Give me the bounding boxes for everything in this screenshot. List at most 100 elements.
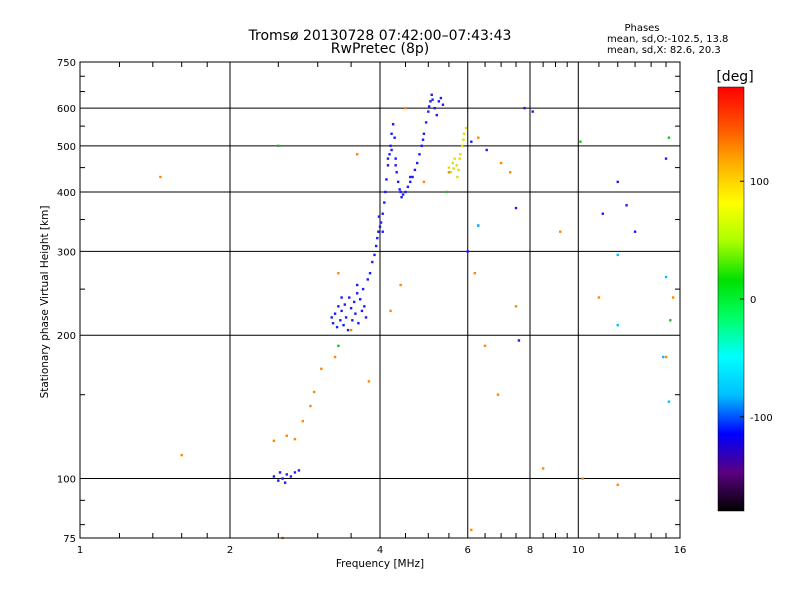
- x-tick-label: 10: [572, 545, 585, 556]
- point-o-mode-trace: [409, 175, 412, 179]
- point-o-mode-trace: [394, 164, 397, 167]
- point-o-mode-trace: [633, 230, 637, 233]
- point-o-mode-trace: [396, 180, 400, 184]
- y-tick-label: 400: [57, 188, 76, 199]
- point-scattered-echoes: [272, 439, 276, 443]
- point-o-mode-trace: [422, 132, 426, 135]
- point-scattered-echoes: [367, 380, 371, 383]
- chart-subtitle: RwPretec (8p): [331, 41, 429, 57]
- point-o-mode-trace: [348, 296, 351, 299]
- point-o-mode-trace: [376, 236, 379, 240]
- point-o-mode-trace: [389, 144, 392, 148]
- colorbar-ticks: -100 0 100: [740, 177, 773, 424]
- point-o-mode-trace: [330, 316, 333, 319]
- point-scattered-echoes: [159, 175, 162, 179]
- point-o-mode-trace: [363, 305, 366, 308]
- point-o-mode-trace: [371, 260, 374, 264]
- point-x-mode-trace: [456, 175, 459, 179]
- point-o-mode-trace: [352, 300, 356, 304]
- point-o-mode-trace: [337, 305, 340, 308]
- point-o-mode-trace: [361, 287, 365, 291]
- point-x-mode-trace: [459, 153, 462, 156]
- plot-frame: [79, 61, 681, 539]
- point-o-mode-trace: [433, 106, 436, 110]
- x-tick-label: 1: [77, 545, 83, 556]
- point-x-mode-trace: [462, 132, 466, 135]
- point-o-mode-trace: [342, 323, 345, 327]
- point-o-mode-trace: [418, 153, 421, 156]
- point-x-mode-trace: [462, 138, 465, 141]
- colorbar-label: [deg]: [716, 69, 753, 85]
- point-x-mode-trace: [451, 161, 455, 165]
- point-o-mode-trace: [278, 471, 282, 474]
- point-o-mode-trace: [441, 103, 445, 106]
- point-scattered-echoes: [483, 344, 487, 348]
- point-cyan-other-echoes: [616, 323, 619, 327]
- point-x-mode-trace: [458, 157, 461, 160]
- x-tick-label: 8: [527, 545, 533, 556]
- point-o-mode-trace: [335, 325, 339, 329]
- point-green-echoes: [277, 144, 280, 148]
- point-o-mode-trace: [399, 190, 402, 194]
- point-scattered-echoes: [399, 283, 402, 287]
- point-o-mode-trace: [398, 188, 401, 191]
- point-x-mode-trace: [464, 126, 468, 130]
- x-axis-ticks: 1 2 4 6 8 10 16: [77, 62, 686, 556]
- point-o-mode-trace: [470, 140, 473, 143]
- colorbar-tick-label: -100: [750, 413, 773, 424]
- point-x-mode-trace: [457, 168, 460, 172]
- point-o-mode-trace: [351, 319, 354, 322]
- grid-lines: [80, 62, 680, 538]
- point-o-mode-trace: [346, 328, 350, 332]
- point-scattered-echoes: [559, 230, 562, 233]
- point-scattered-echoes: [333, 355, 337, 359]
- point-o-mode-trace: [373, 253, 376, 257]
- point-scattered-echoes: [473, 272, 477, 275]
- point-scattered-echoes: [477, 136, 480, 139]
- point-o-mode-trace: [404, 190, 407, 194]
- point-o-mode-trace: [357, 321, 360, 325]
- point-o-mode-trace: [340, 296, 343, 299]
- y-axis-label: Stationary phase Virtual Height [km]: [39, 206, 51, 399]
- point-x-mode-trace: [447, 166, 451, 169]
- point-o-mode-trace: [420, 144, 423, 148]
- point-o-mode-trace: [427, 105, 431, 108]
- point-x-mode-trace: [449, 171, 453, 174]
- point-o-mode-trace: [427, 110, 430, 113]
- point-o-mode-trace: [429, 100, 432, 103]
- point-o-mode-trace: [381, 230, 384, 233]
- point-o-mode-trace: [377, 215, 381, 218]
- point-green-echoes: [445, 190, 449, 194]
- point-o-mode-trace: [514, 206, 518, 210]
- point-o-mode-trace: [379, 221, 383, 224]
- point-o-mode-trace: [374, 244, 378, 248]
- colorbar-tick-label: 100: [750, 177, 769, 188]
- point-o-mode-trace: [289, 475, 293, 478]
- point-cyan-other-echoes: [664, 275, 668, 279]
- point-scattered-echoes: [320, 367, 323, 371]
- x-tick-label: 6: [465, 545, 471, 556]
- point-cyan-other-echoes: [616, 253, 619, 257]
- point-o-mode-trace: [531, 110, 534, 113]
- point-scattered-echoes: [597, 296, 601, 299]
- point-green-echoes: [669, 319, 672, 322]
- point-o-mode-trace: [344, 316, 348, 319]
- point-o-mode-trace: [354, 312, 357, 315]
- point-o-mode-trace: [297, 469, 301, 472]
- point-o-mode-trace: [431, 98, 434, 101]
- y-tick-label: 500: [57, 142, 76, 153]
- point-o-mode-trace: [358, 298, 362, 301]
- point-scattered-echoes: [389, 309, 392, 313]
- point-o-mode-trace: [413, 168, 417, 172]
- point-o-mode-trace: [355, 283, 359, 287]
- point-o-mode-trace: [360, 309, 364, 313]
- point-o-mode-trace: [664, 157, 668, 160]
- point-scattered-echoes: [404, 106, 407, 110]
- point-o-mode-trace: [383, 201, 386, 204]
- point-o-mode-trace: [388, 153, 391, 156]
- point-o-mode-trace: [424, 121, 428, 124]
- point-cyan-other-echoes: [661, 355, 665, 359]
- point-o-mode-trace: [625, 204, 628, 207]
- phases-o-stats: mean, sd,O:-102.5, 13.8: [607, 34, 728, 45]
